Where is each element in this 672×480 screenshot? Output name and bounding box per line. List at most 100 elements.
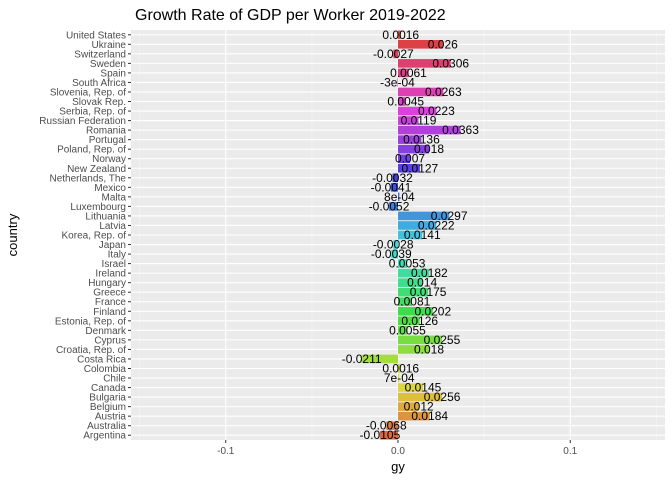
bar-value-label: 0.0127 (402, 161, 439, 175)
y-tick-label: Costa Rica (77, 354, 126, 365)
bar-value-label: 0.0175 (410, 285, 447, 299)
bar (392, 173, 398, 183)
y-tick-label: Colombia (84, 364, 127, 375)
y-tick-label: Norway (92, 154, 126, 165)
bar (398, 411, 430, 421)
bar (398, 68, 409, 78)
x-tick-label: 0.0 (391, 446, 405, 457)
bar (393, 240, 398, 249)
bars-layer (361, 30, 461, 440)
bar-value-label: 0.0363 (442, 123, 479, 137)
bar-value-label: 0.0145 (405, 381, 442, 395)
y-tick-label: Romania (86, 126, 126, 137)
bar (398, 287, 429, 297)
bar-value-label: 8e-04 (384, 190, 415, 204)
bar (397, 78, 398, 87)
bar (398, 402, 419, 411)
bar-value-label: -0.0028 (373, 238, 414, 252)
data-labels-layer: 0.0016 0.026 -0.0027 0.0306 0.0061-3e-04 0.02… (342, 28, 479, 442)
bar (391, 249, 398, 259)
y-tick-label: Cyprus (94, 335, 126, 346)
bar (398, 316, 420, 326)
y-tick-label: Hungary (88, 278, 126, 289)
bar (398, 373, 400, 383)
bar (390, 183, 398, 192)
y-axis-title: country (5, 213, 20, 256)
y-tick-label: New Zealand (67, 164, 126, 175)
y-tick-label: Argentina (83, 431, 126, 442)
bar-value-label: 0.018 (414, 342, 444, 356)
y-tick-label: Canada (91, 383, 126, 394)
y-tick-label: Chile (103, 374, 126, 385)
y-tick-label: Korea, Rep. of (62, 231, 127, 242)
y-tick-label: Bulgaria (89, 393, 126, 404)
bar-value-label: 0.0202 (414, 304, 451, 318)
bar-value-label: 7e-04 (384, 371, 415, 385)
y-tick-label: Estonia, Rep. of (55, 316, 126, 327)
bar (398, 116, 419, 125)
bar (398, 30, 401, 40)
bar-value-label: 0.0045 (387, 95, 424, 109)
bar-value-label: -0.0027 (373, 47, 414, 61)
y-tick-label: Russian Federation (39, 116, 126, 127)
bar (398, 135, 422, 144)
bar-value-label: -3e-04 (380, 75, 415, 89)
bar (398, 59, 451, 68)
x-tick-label: 0.1 (563, 446, 577, 457)
bar (398, 306, 433, 316)
bar (398, 230, 423, 240)
bar-value-label: -0.0041 (371, 180, 412, 194)
bar (398, 383, 423, 392)
bar-value-label: 0.014 (407, 276, 437, 290)
y-tick-label: South Africa (72, 78, 126, 89)
bar-value-label: 0.0061 (390, 66, 427, 80)
bar-value-label: 0.0182 (411, 266, 448, 280)
bar (398, 144, 430, 154)
bar (398, 392, 443, 402)
y-tick-label: Luxembourg (70, 202, 126, 213)
bar-value-label: 0.0016 (382, 28, 419, 42)
bar (398, 154, 411, 164)
bar-value-label: 0.0223 (418, 104, 455, 118)
y-tick-label: Latvia (99, 221, 126, 232)
y-tick-label: Finland (93, 307, 126, 318)
y-tick-label: Denmark (85, 326, 127, 337)
bar (398, 40, 443, 49)
bar (398, 335, 442, 345)
y-tick-label: Mexico (94, 183, 126, 194)
y-axis-ticks: United StatesUkraineSwitzerlandSwedenSpa… (39, 30, 131, 442)
bar-value-label: -0.0039 (371, 247, 412, 261)
y-tick-label: United States (66, 30, 126, 41)
bar-value-label: 0.0119 (401, 114, 437, 128)
bar (389, 202, 398, 211)
bar (398, 106, 437, 116)
bar-value-label: 0.0255 (424, 333, 461, 347)
y-tick-label: Australia (87, 421, 126, 432)
y-tick-label: Slovenia, Rep. of (50, 87, 126, 98)
bar-value-label: 0.0222 (418, 218, 455, 232)
bar (398, 97, 406, 106)
bar-value-label: 0.007 (395, 152, 425, 166)
bar-value-label: 0.0055 (389, 323, 426, 337)
bar-value-label: 0.0263 (425, 85, 462, 99)
bar-value-label: 0.0126 (401, 314, 438, 328)
bar-value-label: 0.0016 (382, 361, 419, 375)
y-tick-label: Italy (108, 250, 126, 261)
bar-value-label: 0.0306 (432, 56, 469, 70)
y-tick-label: Malta (102, 192, 127, 203)
bar-value-label: 0.0053 (389, 257, 426, 271)
y-tick-label: Sweden (90, 59, 126, 70)
y-tick-label: Netherlands, The (49, 173, 126, 184)
y-tick-label: Israel (102, 259, 126, 270)
bar-value-label: -0.0032 (372, 171, 413, 185)
bar-value-label: 0.0256 (424, 390, 461, 404)
x-tick-label: -0.1 (217, 446, 235, 457)
y-tick-label: Switzerland (74, 49, 126, 60)
bar-value-label: 0.0184 (411, 409, 448, 423)
bar (398, 163, 420, 173)
x-axis-title: gy (391, 459, 405, 474)
y-tick-label: France (95, 297, 127, 308)
y-tick-label: Croatia, Rep. of (56, 345, 126, 356)
bar (398, 192, 400, 202)
